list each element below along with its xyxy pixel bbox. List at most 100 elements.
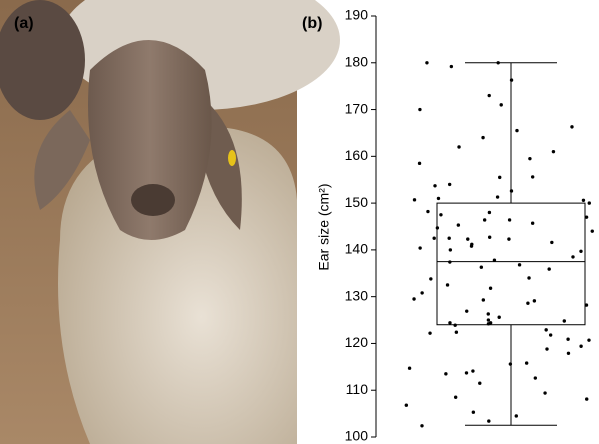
data-point — [510, 78, 513, 81]
data-point — [550, 241, 553, 244]
box — [437, 203, 585, 325]
data-point — [480, 265, 483, 268]
data-point — [533, 299, 536, 302]
data-point — [489, 287, 492, 290]
data-point — [493, 258, 496, 261]
data-point — [552, 150, 555, 153]
data-point — [588, 201, 591, 204]
data-point — [457, 223, 460, 226]
data-point — [446, 283, 449, 286]
data-point — [487, 322, 490, 325]
data-point — [531, 222, 534, 225]
y-tick-label: 120 — [345, 334, 369, 350]
data-point — [465, 371, 468, 374]
data-point — [413, 198, 416, 201]
y-tick-label: 190 — [345, 7, 369, 23]
data-point — [483, 218, 486, 221]
data-point — [488, 211, 491, 214]
data-point — [497, 316, 500, 319]
data-point — [579, 250, 582, 253]
y-tick-label: 160 — [345, 147, 369, 163]
y-tick-label: 110 — [346, 381, 369, 397]
data-point — [437, 197, 440, 200]
data-point — [428, 331, 431, 334]
data-point — [433, 184, 436, 187]
data-point — [545, 347, 548, 350]
data-point — [585, 397, 588, 400]
data-point — [571, 255, 574, 258]
data-point — [418, 108, 421, 111]
data-point — [496, 61, 499, 64]
data-point — [528, 157, 531, 160]
data-point — [488, 236, 491, 239]
panel-label: (b) — [302, 15, 322, 32]
data-point — [515, 129, 518, 132]
data-point — [544, 328, 547, 331]
panel-label: (a) — [14, 15, 34, 32]
data-point — [496, 195, 499, 198]
data-point — [508, 218, 511, 221]
data-point — [418, 246, 421, 249]
y-tick-label: 180 — [345, 53, 369, 69]
data-point — [448, 321, 451, 324]
data-point — [498, 176, 501, 179]
data-point — [408, 367, 411, 370]
data-point — [549, 333, 552, 336]
data-point — [543, 391, 546, 394]
data-point — [507, 237, 510, 240]
data-point — [466, 237, 469, 240]
data-point — [482, 298, 485, 301]
data-point — [471, 369, 474, 372]
data-point — [453, 324, 456, 327]
data-point — [591, 229, 594, 232]
data-point — [487, 419, 490, 422]
data-point — [570, 125, 573, 128]
data-point — [436, 226, 439, 229]
data-point — [420, 424, 423, 427]
data-point — [515, 414, 518, 417]
y-tick-label: 100 — [345, 428, 369, 444]
data-point — [405, 403, 408, 406]
photo — [0, 0, 340, 444]
data-point — [509, 362, 512, 365]
data-point — [525, 361, 528, 364]
data-point — [566, 338, 569, 341]
data-point — [418, 162, 421, 165]
data-point — [472, 411, 475, 414]
data-point — [526, 302, 529, 305]
data-point — [457, 145, 460, 148]
data-point — [500, 103, 503, 106]
data-point — [579, 345, 582, 348]
data-point — [567, 352, 570, 355]
data-point — [585, 303, 588, 306]
data-point — [531, 175, 534, 178]
data-point — [447, 236, 450, 239]
figure: (a) (b) Ear size (cm²) 10011012013014015… — [0, 0, 599, 444]
data-point — [510, 189, 513, 192]
data-point — [429, 277, 432, 280]
data-point — [426, 210, 429, 213]
data-point — [439, 213, 442, 216]
data-point — [547, 267, 550, 270]
data-point — [448, 260, 451, 263]
data-point — [487, 312, 490, 315]
data-point — [448, 183, 451, 186]
data-point — [425, 61, 428, 64]
data-point — [587, 338, 590, 341]
data-point — [527, 276, 530, 279]
data-point — [420, 291, 423, 294]
data-point — [449, 248, 452, 251]
data-point — [585, 215, 588, 218]
data-point — [455, 331, 458, 334]
data-point — [450, 65, 453, 68]
y-tick-label: 140 — [345, 241, 369, 257]
data-point — [432, 236, 435, 239]
data-point — [412, 297, 415, 300]
data-point — [582, 199, 585, 202]
data-point — [534, 376, 537, 379]
data-point — [465, 309, 468, 312]
data-point — [470, 244, 473, 247]
data-point — [487, 318, 490, 321]
y-axis-label: Ear size (cm²) — [316, 183, 332, 270]
data-point — [478, 382, 481, 385]
